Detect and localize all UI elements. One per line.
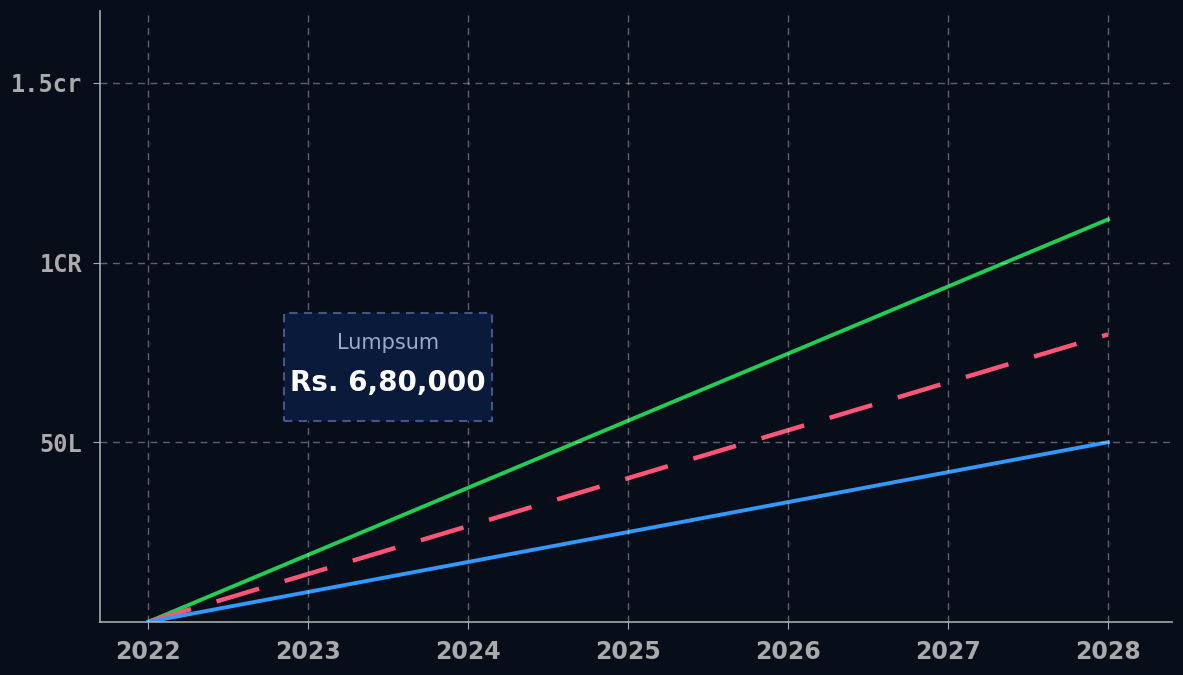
FancyBboxPatch shape: [284, 313, 492, 421]
Text: Rs. 6,80,000: Rs. 6,80,000: [291, 369, 486, 397]
Text: Lumpsum: Lumpsum: [337, 333, 439, 353]
